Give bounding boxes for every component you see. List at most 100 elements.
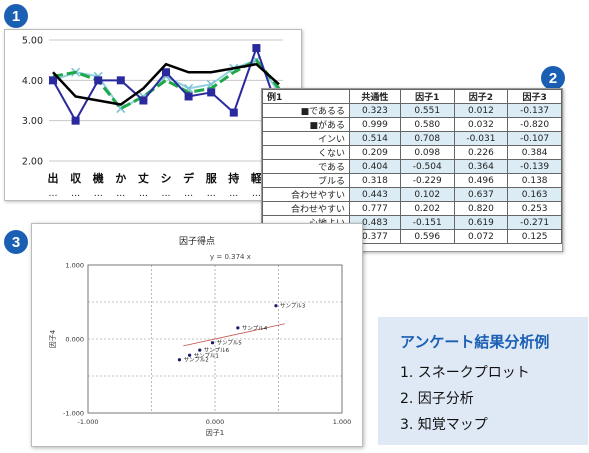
x-tick-label-ellipsis: … <box>139 189 148 199</box>
table-row: ■であるる 0.323 0.551 0.012 -0.137 <box>262 103 562 118</box>
point-label: サンプル6 <box>204 347 230 354</box>
factor-analysis-panel: 例1 共通性 因子1 因子2 因子3 ■であるる 0.323 0.551 0.012-… <box>261 88 563 252</box>
analysis-legend: アンケート結果分析例 1. スネークプロット 2. 因子分析 3. 知覚マップ <box>378 317 588 445</box>
table-cell: 0.777 <box>349 201 401 216</box>
table-cell: -0.504 <box>399 159 455 174</box>
table-cell: 0.098 <box>399 145 455 160</box>
x-tick-label-ellipsis: … <box>71 189 80 199</box>
x-tick-label: -1.000 <box>78 418 99 426</box>
y-tick-label: 3.00 <box>22 116 43 127</box>
trendline-equation: y = 0.374 x <box>210 253 251 261</box>
table-cell: 0.443 <box>349 187 401 202</box>
table-header: 共通性 <box>349 89 401 104</box>
table-row: ■がある 0.999 0.580 0.032 -0.820 <box>262 117 562 132</box>
table-cell: 0.384 <box>507 145 562 160</box>
row-label: くない <box>262 145 350 160</box>
legend-item-snake-plot: 1. スネークプロット <box>400 365 530 381</box>
perceptual-map-chart: 因子得点 y = 0.374 x -1.000 0.000 1.000 -1.000 0.0… <box>49 235 351 437</box>
x-tick-label: 服 <box>206 172 218 185</box>
x-tick-label-ellipsis: … <box>49 189 58 199</box>
row-label: ■がある <box>262 117 350 132</box>
snake-plot-panel: 2.003.004.005.00出…収…機…か…丈…シ…デ…服…持…軽…使… <box>4 29 302 201</box>
x-tick-label-ellipsis: … <box>207 189 216 199</box>
point-label: サンプル3 <box>280 303 306 310</box>
table-cell: 0.318 <box>349 173 401 188</box>
table-cell: 0.496 <box>453 173 509 188</box>
row-label: ブルる <box>262 173 350 188</box>
table-cell: 0.226 <box>453 145 509 160</box>
table-row: インい 0.514 0.708 -0.031 -0.107 <box>262 131 562 146</box>
table-cell: 0.637 <box>453 187 509 202</box>
badge-2: 2 <box>541 66 565 90</box>
x-axis-label: 因子1 <box>206 429 224 437</box>
table-cell: 0.012 <box>453 103 509 118</box>
y-tick-label: -1.000 <box>63 410 84 418</box>
factor-table: 例1 共通性 因子1 因子2 因子3 ■であるる 0.323 0.551 0.012-… <box>262 89 562 244</box>
x-tick-label-ellipsis: … <box>229 189 238 199</box>
table-cell: -0.271 <box>507 215 562 230</box>
table-cell: 0.102 <box>399 187 455 202</box>
badge-3: 3 <box>4 230 28 254</box>
table-cell: 0.551 <box>399 103 455 118</box>
table-cell: 0.364 <box>453 159 509 174</box>
x-tick-label: 機 <box>93 171 104 185</box>
point-label: サンプル1 <box>194 352 219 359</box>
data-point <box>207 88 216 97</box>
trendline <box>183 323 285 347</box>
table-cell: 0.596 <box>399 229 455 244</box>
table-cell: 0.820 <box>453 201 509 216</box>
point-label: サンプル4 <box>242 325 268 332</box>
x-tick-label: か <box>115 172 126 185</box>
table-cell: 0.253 <box>507 201 562 216</box>
x-tick-label: 軽 <box>251 171 263 185</box>
table-header: 因子2 <box>453 89 509 104</box>
table-cell: -0.031 <box>453 131 509 146</box>
table-cell: 0.072 <box>453 229 509 244</box>
data-point <box>116 76 125 85</box>
snake-plot-chart: 2.003.004.005.00出…収…機…か…丈…シ…デ…服…持…軽…使… <box>22 36 286 200</box>
x-tick-label: 0.000 <box>206 418 225 426</box>
data-point <box>184 92 193 101</box>
table-cell: 0.619 <box>453 215 509 230</box>
table-cell: 0.999 <box>349 117 401 132</box>
point-label: サンプル5 <box>216 340 242 347</box>
table-cell: 0.202 <box>399 201 455 216</box>
x-tick-label-ellipsis: … <box>116 189 125 199</box>
table-cell: 0.163 <box>507 187 562 202</box>
table-cell: -0.139 <box>507 159 562 174</box>
row-label: である <box>262 159 350 174</box>
series-line <box>52 62 280 106</box>
x-tick-label: デ <box>183 171 195 185</box>
table-cell: 0.323 <box>349 103 401 118</box>
x-tick-label: シ <box>161 172 172 185</box>
data-point <box>71 116 80 125</box>
table-cell: 0.209 <box>349 145 401 160</box>
table-cell: 0.138 <box>507 173 562 188</box>
table-cell: -0.107 <box>507 131 562 146</box>
table-header: 因子1 <box>399 89 455 104</box>
data-point <box>94 76 103 85</box>
x-tick-label: 持 <box>228 171 239 185</box>
table-header: 例1 <box>262 89 350 104</box>
data-point <box>210 341 215 345</box>
x-tick-label-ellipsis: … <box>184 189 193 199</box>
row-label: ■であるる <box>262 103 350 118</box>
table-row: くない 0.209 0.098 0.226 0.384 <box>262 145 562 160</box>
table-cell: 0.708 <box>399 131 455 146</box>
y-tick-label: 0.000 <box>65 336 84 344</box>
table-cell: 0.580 <box>399 117 455 132</box>
table-row: 合わせやすい 0.443 0.102 0.637 0.163 <box>262 187 562 202</box>
table-cell: -0.137 <box>507 103 562 118</box>
badge-1: 1 <box>4 4 28 28</box>
table-cell: -0.151 <box>399 215 455 230</box>
legend-item-perceptual-map: 3. 知覚マップ <box>400 417 488 433</box>
series-line <box>52 45 280 123</box>
row-label: 合わせやすい <box>262 201 350 216</box>
table-cell: -0.820 <box>507 117 562 132</box>
table-header: 因子3 <box>507 89 562 104</box>
point-label: サンプル2 <box>183 357 208 364</box>
data-point <box>229 108 238 117</box>
data-point <box>198 348 202 352</box>
row-label: 合わせやすい <box>262 187 350 202</box>
x-tick-label-ellipsis: … <box>252 189 261 199</box>
